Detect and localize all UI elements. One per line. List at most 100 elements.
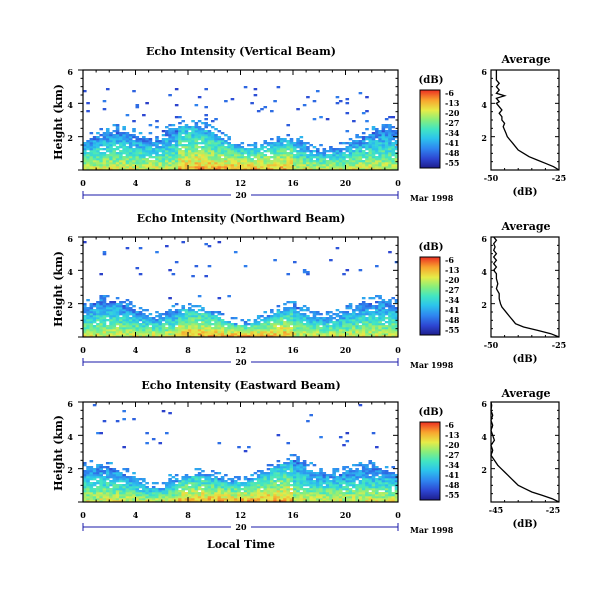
heatmap-cell [132, 90, 136, 93]
heatmap-cell [233, 317, 238, 320]
heatmap-cell [168, 124, 172, 127]
heatmap-cell [109, 335, 113, 338]
heatmap-cell [365, 327, 369, 330]
heatmap-cell [92, 303, 97, 306]
heatmap-cell [86, 299, 90, 302]
heatmap-cell [263, 331, 268, 334]
heatmap-cell [325, 311, 330, 314]
heatmap-cell [361, 321, 366, 324]
heatmap-cell [132, 311, 136, 314]
heatmap-cell [233, 327, 238, 330]
heatmap-cell [109, 303, 113, 306]
heatmap-cell [86, 494, 90, 497]
heatmap-cell [227, 164, 231, 167]
heatmap-cell [89, 484, 94, 487]
heatmap-cell [276, 164, 281, 167]
heatmap-cell [378, 305, 382, 308]
heatmap-cell [194, 132, 199, 135]
heatmap-cell [109, 315, 113, 318]
heatmap-cell [138, 494, 143, 497]
heatmap-cell [224, 486, 228, 489]
heatmap-cell [322, 168, 327, 171]
heatmap-cell [358, 311, 363, 314]
heatmap-cell [201, 313, 205, 316]
heatmap-cell [83, 470, 87, 473]
heatmap-cell [371, 128, 376, 131]
heatmap-cell [184, 488, 189, 491]
heatmap-cell [279, 484, 284, 487]
heatmap-cell [227, 478, 231, 481]
y-tick-label: 4 [67, 267, 73, 277]
heatmap-cell [325, 476, 330, 479]
heatmap-cell [358, 317, 363, 320]
heatmap-cell [358, 144, 363, 147]
heatmap-cell [227, 496, 231, 499]
heatmap-cell [99, 301, 103, 304]
heatmap-cell [112, 311, 117, 314]
heatmap-cell [194, 333, 199, 336]
heatmap-cell [365, 496, 369, 499]
heatmap-cell [388, 317, 392, 320]
heatmap-cell [378, 154, 382, 157]
heatmap-cell [375, 494, 379, 497]
heatmap-cell [391, 311, 396, 314]
heatmap-cell [388, 138, 392, 141]
heatmap-cell [96, 140, 100, 143]
heatmap-cell [322, 476, 327, 479]
heatmap-cell [214, 315, 218, 318]
heatmap-cell [312, 321, 317, 324]
heatmap-cell [296, 311, 300, 314]
heatmap-cell [188, 313, 192, 316]
heatmap-cell [243, 162, 248, 165]
heatmap-cell [230, 498, 235, 501]
heatmap-cell [89, 154, 94, 157]
heatmap-cell [125, 335, 130, 338]
heatmap-cell [83, 327, 87, 330]
heatmap-cell [388, 154, 392, 157]
heatmap-cell [224, 140, 228, 143]
heatmap-cell [283, 331, 287, 334]
heatmap-cell [142, 331, 146, 334]
heatmap-cell [128, 160, 133, 163]
heatmap-cell [135, 498, 140, 501]
heatmap-cell [102, 303, 107, 306]
heatmap-cells [83, 86, 399, 171]
heatmap-cell [270, 162, 274, 165]
heatmap-cell [102, 152, 107, 155]
heatmap-cell [220, 158, 225, 161]
heatmap-cell [394, 156, 399, 159]
heatmap-cell [92, 150, 97, 153]
heatmap-cell [371, 432, 376, 435]
heatmap-cell [279, 150, 284, 153]
heatmap-cell [394, 335, 399, 338]
heatmap-cell [233, 335, 238, 338]
heatmap-cell [381, 335, 386, 338]
heatmap-cell [312, 168, 317, 171]
heatmap-cell [204, 331, 208, 334]
heatmap-cell [361, 464, 366, 467]
heatmap-cell [181, 166, 186, 169]
heatmap-cell [227, 488, 231, 491]
heatmap-cell [368, 492, 373, 495]
heatmap-cell [158, 146, 163, 149]
heatmap-cell [361, 496, 366, 499]
profile-frame [490, 69, 560, 171]
heatmap-cell [266, 478, 271, 481]
heatmap-cell [276, 470, 281, 473]
heatmap-cell [348, 476, 353, 479]
heatmap-cell [158, 156, 163, 159]
heatmap-cell [109, 160, 113, 163]
profile-y-tick-label: 6 [481, 234, 487, 244]
heatmap-cell [102, 472, 107, 475]
heatmap-cell [250, 494, 254, 497]
heatmap-cell [355, 144, 359, 147]
profile-frame [490, 236, 560, 338]
heatmap-cell [99, 128, 103, 131]
heatmap-cell [168, 156, 172, 159]
heatmap-cell [319, 486, 323, 489]
heatmap-cell [381, 299, 386, 302]
heatmap-cell [322, 331, 327, 334]
heatmap-cell [391, 158, 396, 161]
heatmap-cell [361, 154, 366, 157]
heatmap-cell [378, 500, 382, 503]
